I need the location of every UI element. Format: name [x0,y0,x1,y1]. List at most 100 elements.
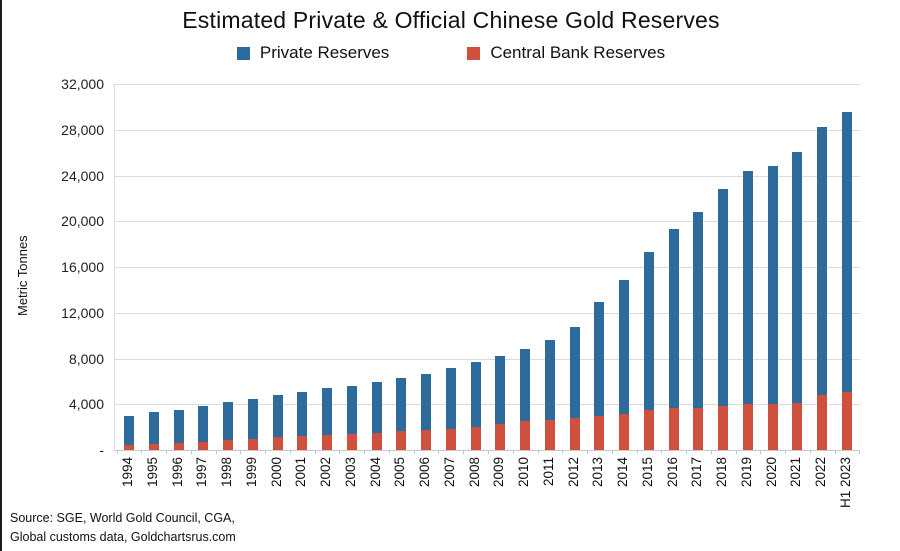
central-bank-reserves-segment [569,417,580,450]
central-bank-reserves-segment [668,407,679,450]
x-axis-tick [166,450,168,454]
central-bank-reserves-segment [792,402,803,450]
bar-2017 [693,212,704,450]
x-tick-label: 2010 [516,457,532,488]
x-axis-tick [488,450,489,454]
private-reserves-segment [148,411,159,444]
gridline [114,267,860,268]
x-tick-label: 2003 [342,457,358,488]
y-tick-label: - [99,442,104,458]
private-reserves-segment [742,171,753,405]
private-reserves-segment [544,340,555,421]
central-bank-reserves-segment [346,433,357,450]
bar-1997 [198,406,209,450]
central-bank-reserves-segment [445,428,456,450]
x-axis-tick [760,450,762,454]
central-bank-reserves-segment [470,426,481,450]
x-axis-tick [388,450,390,454]
private-reserves-segment [124,415,134,445]
bar-2020 [767,165,778,450]
bar-2019 [742,171,753,450]
private-reserves-segment [247,399,258,439]
x-axis-line [114,450,860,451]
x-axis-tick [834,450,836,454]
central-bank-reserves-segment [842,392,852,450]
x-tick-label: 1999 [243,457,259,488]
x-tick-label: 2021 [788,457,804,488]
x-axis-tick [636,450,638,454]
x-axis-tick [141,450,143,454]
y-tick-label: 12,000 [61,304,104,321]
bar-1998 [223,402,234,450]
central-bank-reserves-segment [693,407,704,450]
bar-2005 [396,377,407,450]
private-reserves-segment [569,326,580,418]
central-bank-reserves-segment [396,431,407,450]
legend: Private Reserves Central Bank Reserves [2,43,900,63]
legend-item-central-bank: Central Bank Reserves [467,43,665,63]
private-reserves-segment [594,301,605,417]
source-line-2: Global customs data, Goldchartsrus.com [10,529,236,544]
private-reserves-segment [495,356,506,425]
central-bank-reserves-segment [421,429,432,450]
central-bank-reserves-segment [148,443,159,450]
x-tick-label: 1996 [169,457,185,488]
central-bank-reserves-segment [247,438,258,450]
private-reserves-segment [668,229,679,408]
gridline [114,312,860,314]
private-reserves-segment [223,402,234,441]
private-reserves-segment [619,280,630,414]
private-reserves-segment [445,367,456,429]
x-tick-label: 2005 [392,457,408,488]
private-reserves-segment [792,152,803,403]
x-axis-tick [240,450,242,454]
bar-2007 [445,367,456,450]
private-reserves-swatch-icon [236,46,250,60]
x-axis-tick [289,450,291,454]
x-axis-tick [116,450,118,454]
private-reserves-segment [173,409,184,443]
central-bank-reserves-segment [173,442,184,450]
x-axis-tick [809,450,811,454]
gridline [114,175,860,177]
x-tick-label: 1995 [144,457,160,488]
bar-2006 [421,373,432,450]
x-axis-tick [710,450,712,454]
x-tick-label: 2020 [763,457,779,488]
central-bank-reserves-segment [520,421,531,450]
bar-2001 [297,391,308,450]
bar-2010 [520,349,531,450]
y-tick-label: 4,000 [68,396,104,413]
bar-2011 [544,340,555,450]
x-tick-label: 1994 [120,457,135,488]
legend-item-private: Private Reserves [236,43,389,63]
central-bank-reserves-segment [619,413,630,450]
x-axis-tick [339,450,341,454]
bar-2012 [569,326,580,450]
x-tick-label: 2011 [540,457,556,487]
x-tick-label: 2008 [466,457,482,488]
private-reserves-segment [470,362,481,427]
central-bank-reserves-segment [718,406,729,450]
gridline [114,84,860,85]
bar-2004 [371,381,382,450]
x-axis-tick [735,450,737,454]
bar-2008 [470,362,481,450]
x-axis-tick [859,450,861,454]
central-bank-reserves-segment [767,403,778,450]
central-bank-reserves-segment [371,432,382,450]
x-tick-label: 2013 [590,457,606,488]
chart-title: Estimated Private & Official Chinese Gol… [182,7,720,33]
x-axis-tick [587,450,589,454]
private-reserves-segment [693,212,704,408]
private-reserves-segment [421,373,432,430]
bar-2016 [668,229,679,450]
source-line-1: Source: SGE, World Gold Council, CGA, [10,511,235,525]
y-tick-label: 24,000 [61,167,104,184]
x-axis-tick [265,450,267,454]
private-reserves-segment [272,395,283,438]
bar-2022 [817,126,828,450]
private-reserves-segment [643,251,654,411]
